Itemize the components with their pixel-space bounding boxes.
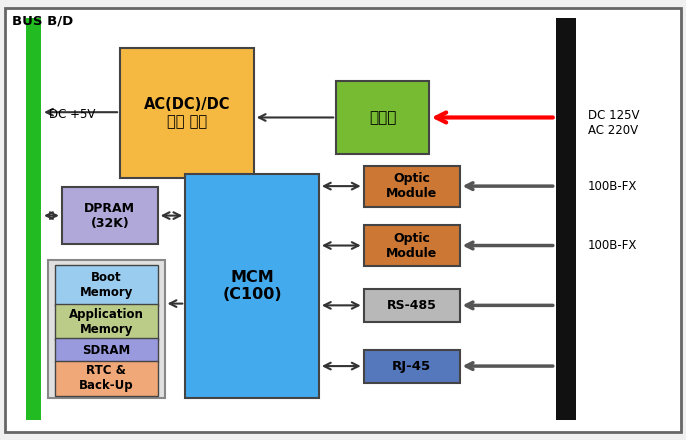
Bar xyxy=(364,350,460,383)
Bar xyxy=(62,187,158,244)
Bar xyxy=(336,81,429,154)
Bar xyxy=(55,304,158,340)
Bar xyxy=(26,18,41,420)
Bar xyxy=(55,265,158,306)
Text: DC 125V
AC 220V: DC 125V AC 220V xyxy=(588,109,639,137)
Bar xyxy=(120,48,254,178)
Bar xyxy=(556,18,576,420)
Text: MCM
(C100): MCM (C100) xyxy=(222,270,282,302)
Bar xyxy=(364,289,460,322)
Text: 100B-FX: 100B-FX xyxy=(588,180,637,193)
Text: SDRAM: SDRAM xyxy=(82,344,130,356)
Bar xyxy=(55,338,158,362)
Text: 100B-FX: 100B-FX xyxy=(588,239,637,253)
Bar xyxy=(364,225,460,266)
Bar xyxy=(364,166,460,207)
Bar xyxy=(185,174,319,398)
Text: Application
Memory: Application Memory xyxy=(69,308,144,336)
Text: RTC &
Back-Up: RTC & Back-Up xyxy=(79,364,134,392)
Text: BUS B/D: BUS B/D xyxy=(12,14,73,27)
Text: DPRAM
(32K): DPRAM (32K) xyxy=(84,202,135,230)
Text: Optic
Module: Optic Module xyxy=(386,172,437,200)
Text: RS-485: RS-485 xyxy=(387,299,436,312)
Text: RJ-45: RJ-45 xyxy=(392,360,431,373)
Text: Boot
Memory: Boot Memory xyxy=(80,271,133,299)
Text: 보호부: 보호부 xyxy=(369,110,396,125)
Text: Optic
Module: Optic Module xyxy=(386,232,437,260)
Text: DC +5V: DC +5V xyxy=(49,108,96,121)
Bar xyxy=(48,260,165,398)
Bar xyxy=(55,361,158,396)
Text: AC(DC)/DC
뱀환 모듈: AC(DC)/DC 뱀환 모듈 xyxy=(143,97,230,129)
